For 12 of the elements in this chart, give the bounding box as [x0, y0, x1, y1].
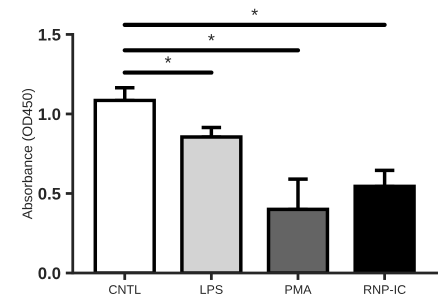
y-tick-label: 1.0 — [38, 108, 60, 120]
x-tick-label: PMA — [285, 285, 312, 294]
y-axis-title: Absorbance (OD450) — [22, 88, 36, 220]
y-tick-label: 0.0 — [38, 267, 60, 280]
annotation: * — [208, 34, 215, 41]
text: * — [251, 8, 258, 16]
x-tick-label: LPS — [200, 285, 223, 294]
x-tick-label: RNP-IC — [364, 285, 406, 294]
annotation: * — [164, 56, 172, 63]
y-tick-label: 0.5 — [38, 188, 60, 200]
y-tick-label: 1.5 — [38, 29, 60, 41]
x-tick-label: CNTL — [109, 285, 141, 294]
